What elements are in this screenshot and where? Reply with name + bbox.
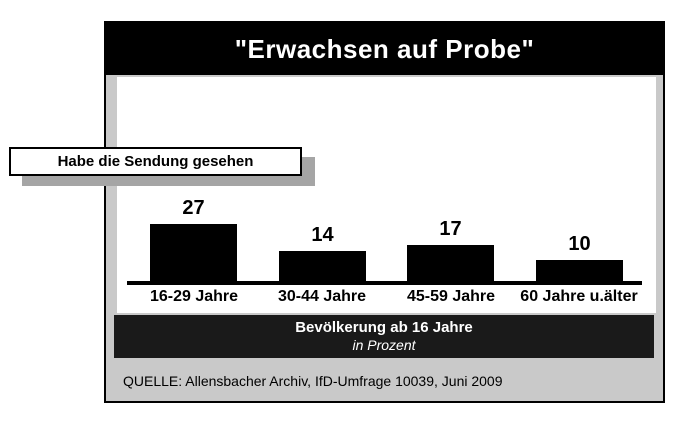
bar-category-label: 60 Jahre u.älter [520, 288, 638, 305]
bar [150, 224, 237, 281]
bar [279, 251, 366, 281]
x-axis-line [127, 281, 642, 285]
x-axis-caption-unit: in Prozent [352, 337, 416, 353]
bar-value-label: 17 [439, 218, 462, 240]
bar-value-label: 14 [311, 224, 334, 246]
chart-title: "Erwachsen auf Probe" [106, 23, 663, 75]
bar [407, 245, 494, 281]
bar [536, 260, 623, 281]
source-note: QUELLE: Allensbacher Archiv, IfD-Umfrage… [123, 373, 503, 389]
bar-category-label: 45-59 Jahre [406, 288, 496, 305]
chart-panel: "Erwachsen auf Probe" 27 16-29 Jahre 14 30-… [104, 21, 665, 403]
bar-category-label: 30-44 Jahre [277, 288, 367, 305]
x-axis-caption: Bevölkerung ab 16 Jahre in Prozent [114, 315, 654, 358]
bar-value-label: 27 [182, 197, 205, 219]
bar-chart: 27 16-29 Jahre 14 30-44 Jahre 17 45-59 Jahre 1… [117, 77, 656, 313]
bar-category-label: 16-29 Jahre [149, 288, 239, 305]
series-legend-box: Habe die Sendung gesehen [9, 147, 302, 176]
bar-value-label: 10 [568, 233, 591, 255]
x-axis-caption-main: Bevölkerung ab 16 Jahre [295, 319, 473, 336]
